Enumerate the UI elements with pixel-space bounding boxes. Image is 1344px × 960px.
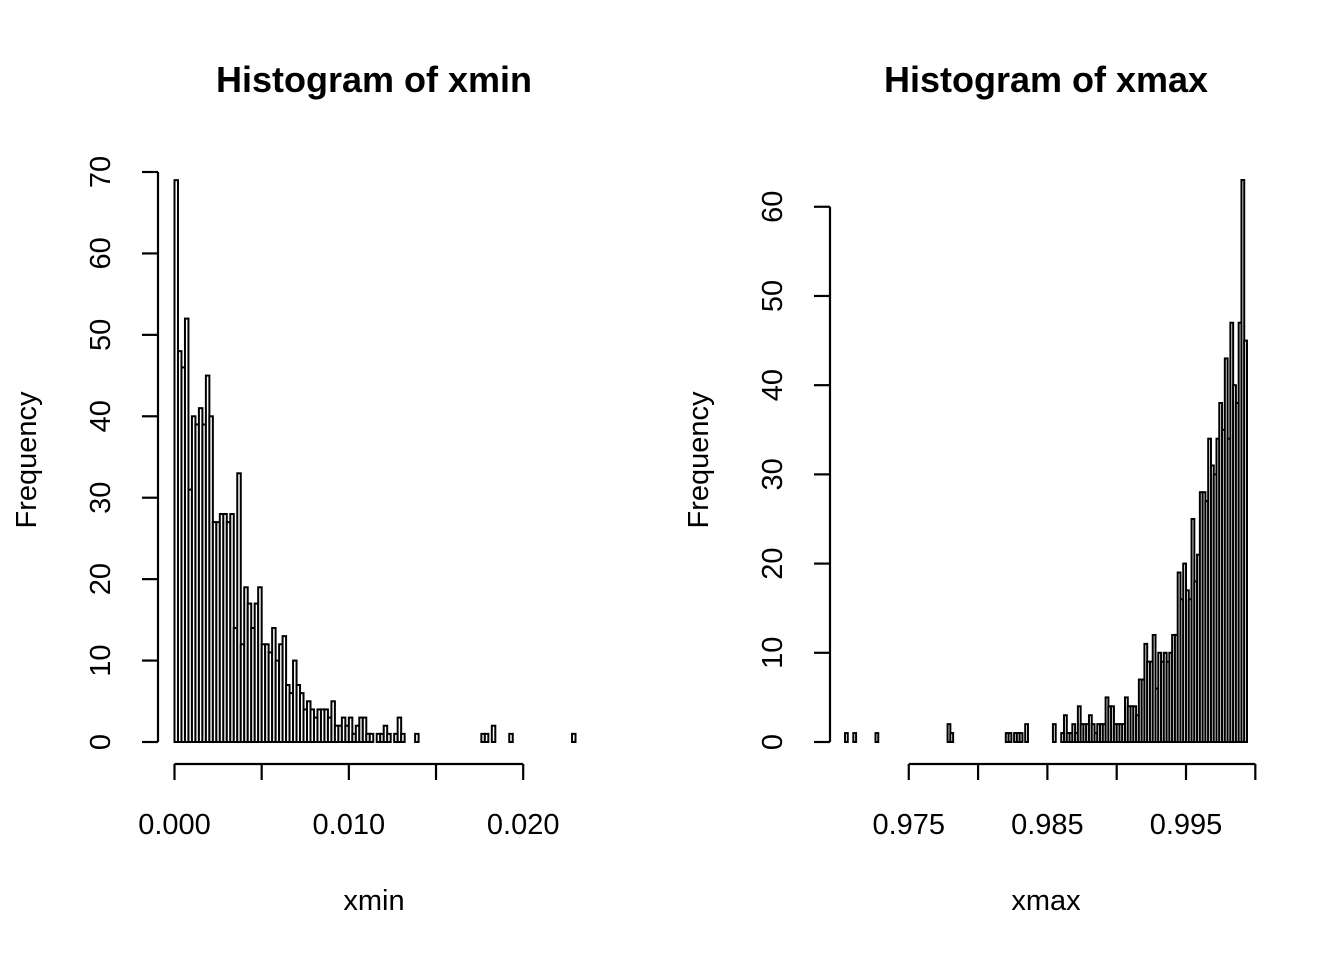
bars-xmax <box>844 179 1248 744</box>
bar-xmax-59 <box>1007 732 1013 743</box>
x-tick-label-xmin-0: 0.000 <box>138 809 211 841</box>
y-tick-label-xmin-6: 60 <box>85 237 117 269</box>
y-tick-label-xmax-3: 30 <box>757 458 789 490</box>
x-axis-xmin: 0.000 0.010 0.020 <box>138 762 560 841</box>
bar-xmin-65 <box>400 732 406 743</box>
bar-xmin-54 <box>361 716 368 743</box>
histogram-xmin-panel: Histogram of xmin Frequency xmin 0 10 20 30… <box>11 59 577 917</box>
bar-xmin-56 <box>368 732 375 743</box>
y-tick-label-xmin-0: 0 <box>85 734 117 750</box>
bar-xmin-64 <box>396 716 403 743</box>
bar-xmin-45 <box>330 700 336 743</box>
chart-title-xmax: Histogram of xmax <box>884 59 1208 100</box>
x-axis-xmax: 0.975 0.985 0.995 <box>872 762 1257 841</box>
bars-xmin <box>173 179 577 744</box>
bar-xmin-50 <box>347 716 354 743</box>
bar-xmin-61 <box>386 732 392 743</box>
y-tick-label-xmax-4: 40 <box>757 369 789 401</box>
y-tick-label-xmax-6: 60 <box>757 191 789 223</box>
y-axis-label-xmin: Frequency <box>11 391 43 529</box>
y-tick-label-xmin-4: 40 <box>85 400 117 432</box>
x-tick-label-xmin-2: 0.010 <box>313 809 386 841</box>
chart-title-xmin: Histogram of xmin <box>216 59 532 100</box>
y-tick-label-xmin-7: 70 <box>85 156 117 188</box>
y-tick-label-xmax-0: 0 <box>757 734 789 750</box>
y-tick-label-xmin-1: 10 <box>85 644 117 676</box>
y-tick-label-xmax-2: 20 <box>757 547 789 579</box>
y-axis-xmin: 0 10 20 30 40 50 60 70 <box>85 156 160 750</box>
bar-xmax-75 <box>1051 723 1057 744</box>
bar-xmax-63 <box>1018 732 1024 743</box>
bar-xmin-91 <box>490 724 497 744</box>
bar-xmin-89 <box>483 732 490 743</box>
y-tick-label-xmax-5: 50 <box>757 280 789 312</box>
y-tick-label-xmin-3: 30 <box>85 482 117 514</box>
bar-xmax-11 <box>874 732 880 743</box>
bar-xmax-144 <box>1243 339 1248 743</box>
y-tick-label-xmin-2: 20 <box>85 563 117 595</box>
y-tick-label-xmin-5: 50 <box>85 319 117 351</box>
x-axis-label-xmin: xmin <box>343 885 404 917</box>
bar-xmin-114 <box>571 732 577 743</box>
bar-xmax-0 <box>844 732 849 743</box>
x-axis-label-xmax: xmax <box>1011 885 1081 917</box>
x-tick-label-xmax-4: 0.995 <box>1150 809 1223 841</box>
x-tick-label-xmax-2: 0.985 <box>1011 809 1084 841</box>
y-axis-label-xmax: Frequency <box>683 391 715 529</box>
y-tick-label-xmax-1: 10 <box>757 637 789 669</box>
bar-xmin-69 <box>414 732 420 743</box>
bar-xmax-79 <box>1063 714 1068 744</box>
bar-xmax-3 <box>852 732 858 743</box>
y-axis-xmax: 0 10 20 30 40 50 60 <box>757 191 832 750</box>
histogram-xmax-panel: Histogram of xmax Frequency xmax 0 10 20 30… <box>683 59 1257 917</box>
x-tick-label-xmax-0: 0.975 <box>872 809 945 841</box>
bar-xmax-38 <box>949 732 955 743</box>
bar-xmin-18 <box>236 472 242 743</box>
bar-xmin-96 <box>508 732 514 743</box>
x-tick-label-xmin-4: 0.020 <box>487 809 560 841</box>
bar-xmax-65 <box>1024 723 1029 744</box>
